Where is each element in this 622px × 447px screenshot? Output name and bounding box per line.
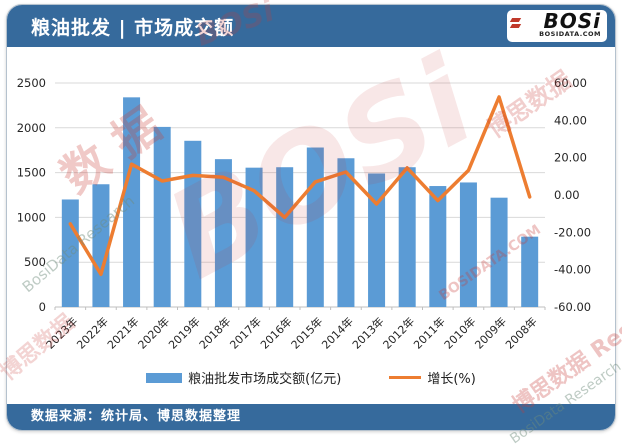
- svg-text:2023年: 2023年: [43, 314, 80, 351]
- svg-text:2021年: 2021年: [104, 314, 141, 351]
- svg-text:2014年: 2014年: [319, 314, 356, 351]
- line-series-label: 增长(%): [427, 372, 476, 387]
- svg-text:2500: 2500: [17, 76, 46, 90]
- svg-text:60.00: 60.00: [554, 76, 587, 90]
- logo-domain: BOSIDATA.COM: [539, 30, 601, 38]
- svg-text:2018年: 2018年: [196, 314, 233, 351]
- svg-text:2022年: 2022年: [74, 314, 111, 351]
- data-source-text: 数据来源：统计局、博思数据整理: [31, 409, 242, 424]
- svg-text:500: 500: [24, 255, 46, 269]
- svg-text:2016年: 2016年: [257, 314, 294, 351]
- logo-text: BOSi: [543, 9, 601, 33]
- svg-text:2010年: 2010年: [441, 314, 478, 351]
- line-series-swatch-icon: [389, 375, 422, 380]
- svg-text:2009年: 2009年: [472, 314, 509, 351]
- page-title: 粮油批发 | 市场成交额: [31, 16, 235, 39]
- svg-text:2011年: 2011年: [410, 314, 447, 351]
- svg-text:2017年: 2017年: [227, 314, 264, 351]
- bar-series-swatch-icon: [146, 372, 183, 383]
- legend-item-line-series: 增长(%): [389, 368, 476, 387]
- svg-text:1000: 1000: [17, 210, 46, 224]
- svg-text:2012年: 2012年: [380, 314, 417, 351]
- svg-text:2013年: 2013年: [349, 314, 386, 351]
- footer-bar: 数据来源：统计局、博思数据整理: [7, 404, 615, 430]
- legend-item-bar-series: 粮油批发市场成交额(亿元): [146, 368, 341, 387]
- svg-text:0.00: 0.00: [554, 188, 580, 202]
- svg-text:2020年: 2020年: [135, 314, 172, 351]
- svg-text:2015年: 2015年: [288, 314, 325, 351]
- combo-chart: 0 500 1000 1500 2000 2500 -60.00 -40.00 -20.00 0.…: [17, 76, 591, 352]
- svg-text:-20.00: -20.00: [554, 225, 591, 239]
- bar-series-label: 粮油批发市场成交额(亿元): [188, 372, 342, 387]
- svg-text:-60.00: -60.00: [554, 300, 591, 314]
- svg-text:1500: 1500: [17, 166, 46, 180]
- bosi-logo: BOSi BOSIDATA.COM: [507, 10, 607, 42]
- svg-text:-40.00: -40.00: [554, 263, 591, 277]
- svg-text:2019年: 2019年: [165, 314, 202, 351]
- svg-text:40.00: 40.00: [554, 113, 587, 127]
- svg-text:2000: 2000: [17, 121, 46, 135]
- svg-text:2008年: 2008年: [502, 314, 539, 351]
- svg-text:0: 0: [39, 300, 46, 314]
- chart-legend: 粮油批发市场成交额(亿元) 增长(%): [7, 368, 615, 387]
- svg-text:20.00: 20.00: [554, 151, 587, 165]
